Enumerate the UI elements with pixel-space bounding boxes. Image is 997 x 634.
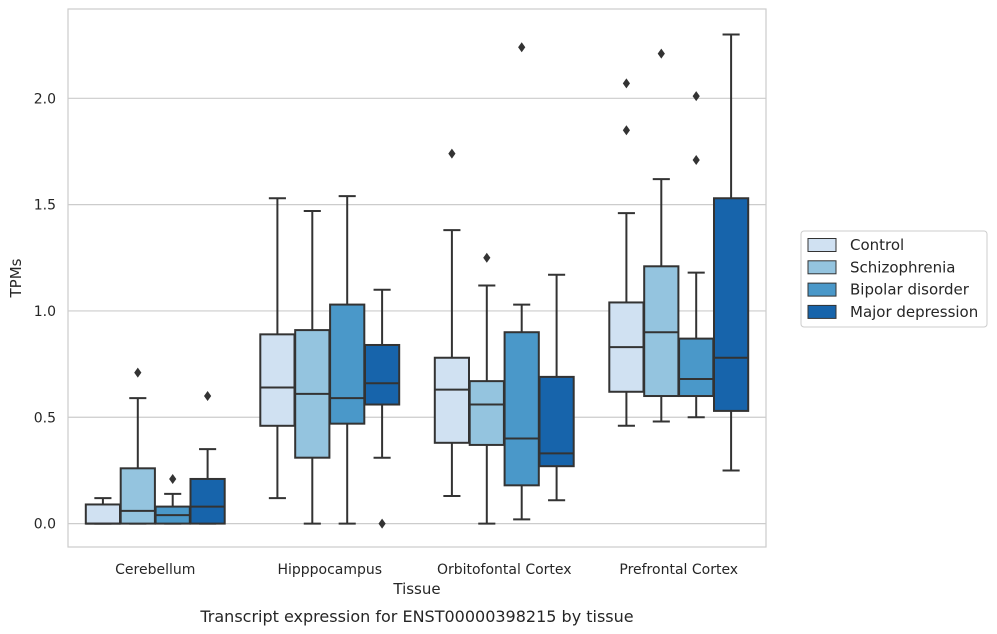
- y-tick-label: 1.5: [34, 198, 56, 214]
- box: [329, 303, 366, 425]
- box: [259, 333, 296, 427]
- box-group: [538, 273, 575, 502]
- box: [503, 331, 540, 487]
- box-group: [119, 367, 156, 525]
- x-axis-label: Tissue: [392, 580, 440, 598]
- box: [433, 356, 471, 444]
- box: [538, 375, 575, 468]
- outlier-point: [622, 125, 630, 136]
- box-group: [433, 148, 471, 497]
- box-group: [608, 78, 645, 427]
- outlier-point: [692, 154, 700, 165]
- x-tick-label: Hipppocampus: [277, 562, 382, 578]
- outlier-point: [483, 252, 491, 263]
- outlier-point: [169, 473, 177, 484]
- legend-label: Bipolar disorder: [850, 281, 970, 299]
- box-group: [189, 391, 226, 525]
- legend-swatch: [807, 304, 837, 319]
- legend-label: Control: [850, 236, 904, 254]
- box-group: [259, 197, 296, 500]
- box-group: [643, 48, 680, 423]
- outlier-point: [692, 91, 700, 102]
- legend-label: Major depression: [850, 303, 978, 321]
- box-group: [363, 288, 401, 529]
- outlier-point: [448, 148, 456, 159]
- x-tick-label: Orbitofontal Cortex: [437, 562, 572, 578]
- box: [712, 197, 750, 412]
- box-group: [329, 195, 366, 525]
- box-group: [154, 473, 191, 525]
- legend-swatch: [807, 282, 837, 297]
- box-group: [712, 33, 750, 472]
- box: [363, 343, 401, 406]
- plot-area: [84, 33, 750, 529]
- box: [643, 265, 680, 398]
- x-tick-label: Prefrontal Cortex: [619, 562, 738, 578]
- box-group: [294, 210, 331, 525]
- legend-swatch: [807, 238, 837, 252]
- outlier-point: [378, 518, 386, 529]
- legend-swatch: [807, 260, 837, 275]
- chart-caption: Transcript expression for ENST0000039821…: [199, 607, 633, 626]
- box: [189, 477, 226, 525]
- grid-lines: [68, 97, 766, 525]
- box-group: [84, 497, 122, 525]
- box-group: [503, 42, 540, 521]
- box: [468, 380, 505, 446]
- y-tick-label: 1.0: [34, 304, 56, 320]
- outlier-point: [657, 48, 665, 59]
- outlier-point: [204, 391, 212, 402]
- box: [678, 337, 715, 398]
- legend-frame: [800, 230, 988, 328]
- outlier-point: [134, 367, 142, 378]
- box-group: [678, 91, 715, 419]
- legend: Control Schizophrenia Bipolar disorder Majo…: [800, 230, 988, 328]
- y-tick-labels: 0.0 0.5 1.0 1.5 2.0: [34, 91, 56, 532]
- y-axis-label: TPMs: [7, 258, 25, 298]
- plot-frame: [67, 8, 767, 548]
- y-tick-label: 0.5: [34, 410, 56, 426]
- box-group: [468, 252, 505, 525]
- box: [84, 503, 122, 525]
- outlier-point: [518, 42, 526, 53]
- legend-label: Schizophrenia: [850, 258, 955, 276]
- x-tick-label: Cerebellum: [115, 562, 195, 578]
- box: [119, 467, 156, 525]
- x-tick-labels: Cerebellum Hipppocampus Orbitofontal Corte…: [115, 562, 738, 578]
- y-tick-label: 0.0: [34, 517, 56, 533]
- y-tick-label: 2.0: [34, 91, 56, 107]
- outlier-point: [622, 78, 630, 89]
